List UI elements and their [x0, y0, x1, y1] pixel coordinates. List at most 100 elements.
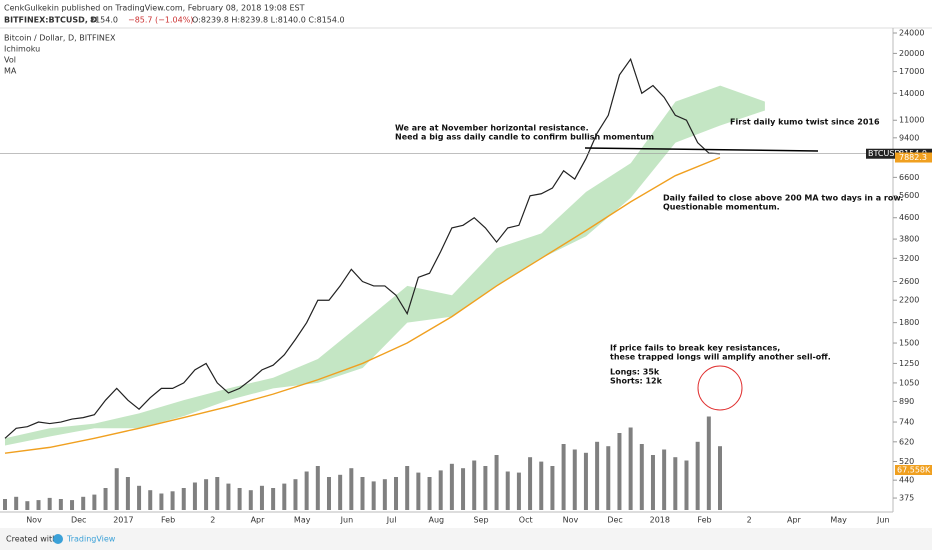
x-tick-label: Oct [519, 516, 533, 525]
volume-bar [237, 488, 242, 510]
volume-bar [114, 468, 119, 510]
volume-bar [572, 449, 577, 510]
y-tick-label: 3800 [899, 235, 919, 244]
y-tick-label: 6600 [899, 173, 919, 182]
volume-bar [662, 449, 667, 510]
x-tick-label: Aug [428, 516, 444, 525]
volume-bar [271, 488, 276, 510]
y-tick-label: 20000 [899, 49, 924, 58]
x-tick-label: 2018 [650, 516, 670, 525]
volume-bar [561, 444, 566, 510]
y-tick-label: 1500 [899, 339, 919, 348]
volume-bar [449, 463, 454, 510]
y-tick-label: 620 [899, 437, 914, 446]
volume-bar [628, 427, 633, 510]
volume-bar [405, 466, 410, 510]
volume-bar [606, 446, 611, 510]
y-tick-label: 1050 [899, 378, 919, 387]
volume-bar [293, 479, 298, 510]
ma-tag-value: 7882.3 [899, 153, 927, 162]
volume-bar [304, 471, 309, 510]
volume-bar [25, 501, 30, 510]
volume-bar [639, 444, 644, 510]
y-tick-label: 14000 [899, 89, 924, 98]
volume-bar [427, 477, 432, 510]
x-tick-label: Jul [386, 516, 397, 525]
x-tick-label: Feb [161, 516, 175, 525]
x-tick-label: Feb [697, 516, 711, 525]
volume-bar [583, 452, 588, 510]
annotation: Shorts: 12k [610, 377, 663, 386]
annotation: these trapped longs will amplify another… [610, 353, 831, 362]
x-tick-label: Nov [26, 516, 42, 525]
last: 8154.0 [90, 16, 118, 25]
volume-bar [181, 488, 186, 510]
annotation: Daily failed to close above 200 MA two d… [663, 194, 903, 203]
annotation: Need a big ass daily candle to confirm b… [395, 133, 654, 142]
annotation: First daily kumo twist since 2016 [730, 118, 880, 127]
volume-bar [159, 493, 164, 510]
vol-tag [895, 465, 932, 475]
y-tick-label: 1800 [899, 318, 919, 327]
volume-bar [617, 433, 622, 510]
brand[interactable]: TradingView [66, 535, 116, 544]
volume-bar [92, 494, 97, 510]
volume-bar [595, 441, 600, 510]
volume-bar [3, 499, 7, 510]
volume-bar [673, 457, 678, 510]
y-tick-label: 11000 [899, 116, 924, 125]
volume-bar [650, 455, 655, 510]
plot: 2400020000170001400011000940080006600560… [0, 29, 932, 525]
ma-tag [895, 152, 932, 163]
legend-item: MA [4, 67, 17, 76]
volume-bar [215, 477, 220, 510]
volume-bar [170, 491, 175, 510]
x-tick-label: 2 [210, 516, 215, 525]
y-tick-label: 3200 [899, 254, 919, 263]
footer-text: Created with [6, 535, 57, 544]
annotation: We are at November horizontal resistance… [395, 124, 589, 133]
highlight-circle [697, 365, 743, 411]
volume-bar [360, 477, 365, 510]
x-tick-label: 2 [747, 516, 752, 525]
volume-bar [226, 483, 231, 510]
x-tick-label: Dec [607, 516, 622, 525]
x-tick-label: Sep [473, 516, 488, 525]
annotation: If price fails to break key resistances, [610, 344, 780, 353]
volume-bar [137, 485, 142, 510]
y-tick-label: 24000 [899, 29, 924, 38]
volume-bar [416, 472, 421, 510]
volume-bar [516, 472, 521, 510]
kumo [5, 85, 765, 446]
volume-bar [461, 468, 466, 510]
y-tick-label: 440 [899, 476, 914, 485]
volume-bar [684, 460, 689, 510]
x-tick-label: Jun [876, 516, 890, 525]
volume-bar [483, 466, 488, 510]
y-tick-label: 375 [899, 494, 914, 503]
x-tick-label: Jun [340, 516, 354, 525]
y-tick-label: 9400 [899, 133, 919, 142]
volume-bar [528, 457, 533, 510]
annotation: Questionable momentum. [663, 203, 780, 212]
volume-bar [192, 482, 197, 510]
y-tick-label: 890 [899, 397, 914, 406]
volume-bar [14, 496, 19, 510]
volume-bar [103, 488, 108, 510]
volume-bar [248, 490, 253, 510]
symbol: BITFINEX:BTCUSD, D [4, 16, 98, 25]
volume-bar [315, 466, 320, 510]
volume-bar [259, 485, 264, 510]
legend-item: Vol [4, 56, 16, 65]
x-tick-label: May [830, 516, 847, 525]
publisher: CenkGulkekin published on TradingView.co… [4, 4, 305, 13]
volume-bar [349, 468, 354, 510]
volume-bar [695, 441, 700, 510]
volume-bar [81, 496, 86, 510]
volume-bar [706, 416, 711, 510]
logo [53, 534, 63, 544]
volume-bar [338, 474, 343, 510]
legend-item: Ichimoku [4, 45, 40, 54]
y-tick-label: 1250 [899, 359, 919, 368]
